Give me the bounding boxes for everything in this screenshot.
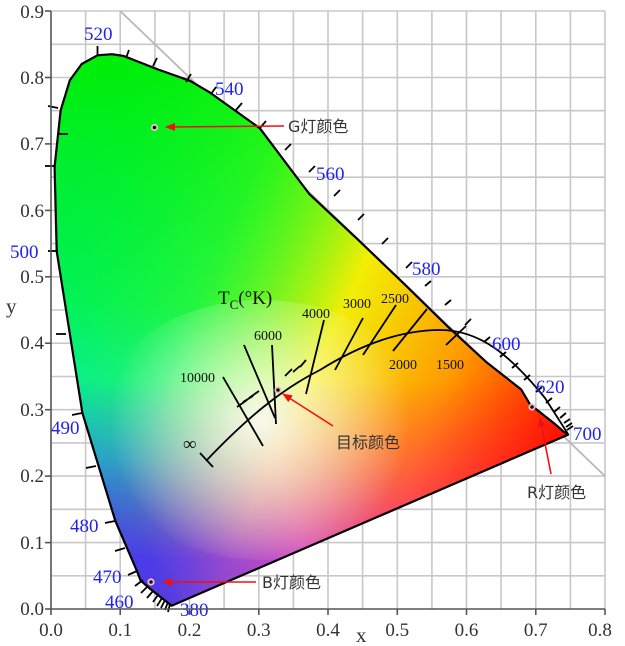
svg-text:0.2: 0.2 <box>20 466 44 487</box>
y-axis-title: y <box>6 294 17 318</box>
data-points <box>147 123 536 586</box>
r-lamp-label: R灯颜色 <box>527 483 586 502</box>
annotation-arrows <box>162 122 552 586</box>
svg-text:0.1: 0.1 <box>108 620 132 641</box>
svg-text:490: 490 <box>51 418 80 439</box>
svg-text:700: 700 <box>573 424 602 445</box>
svg-text:TC(°K): TC(°K) <box>218 288 272 312</box>
svg-text:620: 620 <box>536 377 565 398</box>
svg-text:0.0: 0.0 <box>39 620 63 641</box>
g-lamp-point <box>150 123 159 132</box>
svg-text:380: 380 <box>180 600 209 621</box>
r-lamp-point <box>528 403 536 411</box>
b-lamp-label: B灯颜色 <box>262 573 321 592</box>
target-point <box>274 386 282 394</box>
svg-text:0.3: 0.3 <box>247 620 271 641</box>
y-tick-labels: 0.0 0.1 0.2 0.3 0.4 0.5 0.6 0.7 0.8 0.9 <box>20 2 44 620</box>
svg-text:520: 520 <box>84 24 113 45</box>
svg-text:0.5: 0.5 <box>385 620 409 641</box>
svg-text:600: 600 <box>492 334 521 355</box>
svg-text:0.6: 0.6 <box>455 620 479 641</box>
cct-label-4000: 4000 <box>302 307 330 322</box>
svg-text:0.3: 0.3 <box>20 400 44 421</box>
svg-text:0.8: 0.8 <box>20 68 44 89</box>
b-lamp-point <box>147 578 155 586</box>
svg-text:560: 560 <box>316 164 345 185</box>
cct-label-3000: 3000 <box>343 297 371 312</box>
svg-text:580: 580 <box>412 259 441 280</box>
svg-text:0.7: 0.7 <box>20 134 44 155</box>
x-tick-labels: 0.0 0.1 0.2 0.3 0.4 0.5 0.6 0.7 0.8 <box>39 620 612 641</box>
svg-text:500: 500 <box>10 242 39 263</box>
cct-label-2500: 2500 <box>381 292 409 307</box>
g-lamp-label: G灯颜色 <box>288 117 348 136</box>
cct-labels: TC(°K) 10000 6000 4000 3000 2500 2000 15… <box>180 288 464 455</box>
svg-text:0.8: 0.8 <box>588 620 612 641</box>
target-label: 目标颜色 <box>336 433 400 452</box>
svg-text:0.0: 0.0 <box>20 599 44 620</box>
cct-label-2000: 2000 <box>389 358 417 373</box>
svg-text:0.4: 0.4 <box>20 333 44 354</box>
spectral-locus <box>53 53 570 607</box>
svg-text:460: 460 <box>105 592 134 613</box>
svg-text:0.1: 0.1 <box>20 533 44 554</box>
cct-label-1500: 1500 <box>436 358 464 373</box>
svg-text:0.6: 0.6 <box>20 201 44 222</box>
cct-label-10000: 10000 <box>180 371 215 386</box>
axes <box>45 10 606 615</box>
wavelength-ticks <box>45 46 574 613</box>
planckian-locus <box>199 304 569 468</box>
x-axis-title: x <box>356 623 367 646</box>
svg-text:470: 470 <box>93 567 122 588</box>
svg-text:540: 540 <box>215 79 244 100</box>
svg-text:0.4: 0.4 <box>316 620 340 641</box>
svg-text:0.5: 0.5 <box>20 267 44 288</box>
svg-text:0.7: 0.7 <box>524 620 548 641</box>
cct-label-infinity: ∞ <box>183 434 197 455</box>
svg-text:0.9: 0.9 <box>20 2 44 23</box>
wavelength-labels: 520 540 560 580 600 620 700 500 490 480 … <box>10 24 602 621</box>
cct-label-6000: 6000 <box>254 329 282 344</box>
svg-text:480: 480 <box>70 516 99 537</box>
svg-text:0.2: 0.2 <box>178 620 202 641</box>
